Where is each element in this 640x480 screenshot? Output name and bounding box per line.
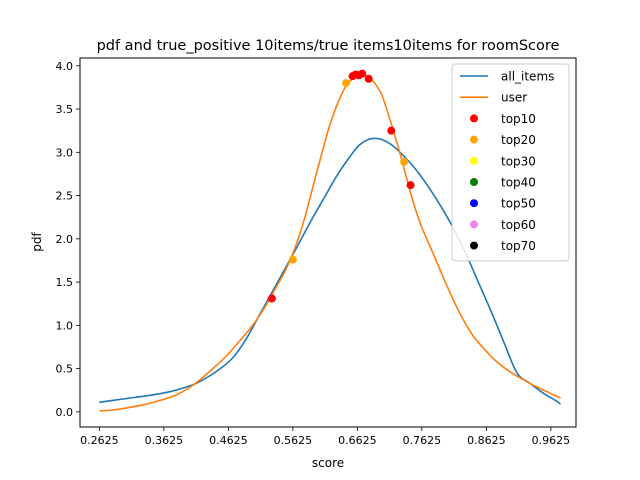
legend-swatch-top40 [470,178,478,186]
legend-label-top60: top60 [501,218,536,232]
y-tick-label: 3.0 [56,146,74,159]
legend-swatch-top30 [470,156,478,165]
legend-label-top10: top10 [501,112,536,126]
x-tick-label: 0.3625 [145,434,184,447]
legend-label-top70: top70 [501,239,536,253]
x-tick-label: 0.6625 [338,434,377,447]
legend-label-all_items: all_items [501,70,554,84]
x-tick-label: 0.4625 [209,434,248,447]
series-line-all_items [99,137,561,405]
x-axis-label: score [312,456,344,470]
legend-swatch-top20 [470,135,478,144]
point-top10 [387,126,396,135]
point-top20 [342,79,351,88]
y-tick-label: 1.0 [56,319,74,332]
y-axis-label: pdf [30,232,44,252]
legend-box [451,63,570,262]
legend-label-top40: top40 [501,176,536,190]
x-tick-label: 0.7625 [403,434,442,447]
y-tick-label: 0.0 [56,406,74,419]
point-top10 [358,69,367,78]
legend-label-user: user [501,91,527,105]
point-top10 [406,181,415,190]
markers-layer [267,69,415,303]
point-top20 [400,157,409,166]
y-tick-label: 2.5 [56,190,74,203]
legend-swatch-top70 [470,241,478,250]
x-tick-label: 0.5625 [274,434,313,447]
legend-swatch-top10 [470,114,478,123]
legend-label-top30: top30 [501,154,536,168]
x-tick-label: 0.8625 [467,434,506,447]
legend-swatch-top50 [470,199,478,208]
x-tick-label: 0.2625 [80,434,119,447]
y-tick-label: 3.5 [56,103,74,116]
y-axis: 0.0 0.5 1.0 1.5 2.0 2.5 3.0 3.5 4.0 [56,60,80,419]
point-top10 [267,294,276,303]
legend-label-top50: top50 [501,197,536,211]
x-tick-label: 0.9625 [532,434,571,447]
plot-frame [79,57,577,428]
y-tick-label: 0.5 [56,363,74,376]
chart-title: pdf and true_positive 10items/true items… [97,38,560,54]
point-top10 [364,74,373,83]
legend-swatch-top60 [470,220,478,229]
y-tick-label: 4.0 [56,60,74,73]
x-axis: 0.2625 0.3625 0.4625 0.5625 0.6625 0.7625 0.86… [80,427,570,447]
point-top20 [288,255,297,264]
y-tick-label: 2.0 [56,233,74,246]
legend-label-top20: top20 [501,133,536,147]
y-tick-label: 1.5 [56,276,74,289]
